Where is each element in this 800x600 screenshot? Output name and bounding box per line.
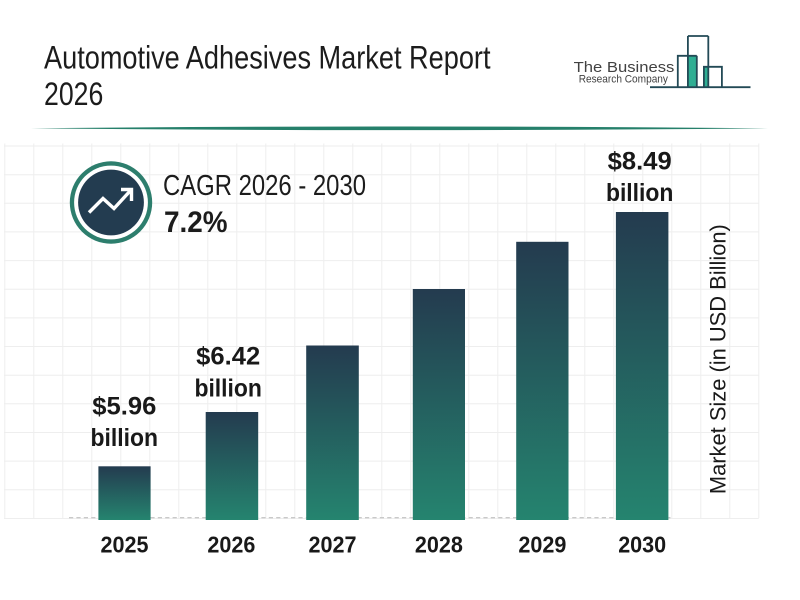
svg-text:2026: 2026 — [44, 76, 103, 112]
svg-text:2026: 2026 — [207, 532, 255, 558]
svg-text:Market Size (in USD Billion): Market Size (in USD Billion) — [705, 224, 730, 494]
svg-text:2028: 2028 — [415, 532, 463, 558]
svg-text:2025: 2025 — [101, 532, 149, 558]
svg-text:2030: 2030 — [618, 532, 666, 558]
svg-text:Automotive Adhesives Market Re: Automotive Adhesives Market Report — [44, 40, 491, 76]
svg-text:7.2%: 7.2% — [164, 206, 228, 239]
svg-text:The Business: The Business — [574, 59, 675, 76]
svg-text:billion: billion — [606, 179, 674, 207]
svg-text:billion: billion — [194, 374, 262, 402]
svg-text:billion: billion — [91, 424, 159, 452]
svg-text:$6.42: $6.42 — [196, 343, 260, 371]
svg-text:$5.96: $5.96 — [92, 393, 156, 421]
svg-text:CAGR 2026 - 2030: CAGR 2026 - 2030 — [163, 170, 366, 202]
svg-text:$8.49: $8.49 — [608, 147, 672, 175]
svg-text:2027: 2027 — [309, 532, 357, 558]
svg-text:Research Company: Research Company — [579, 74, 669, 86]
svg-text:2029: 2029 — [518, 532, 566, 558]
